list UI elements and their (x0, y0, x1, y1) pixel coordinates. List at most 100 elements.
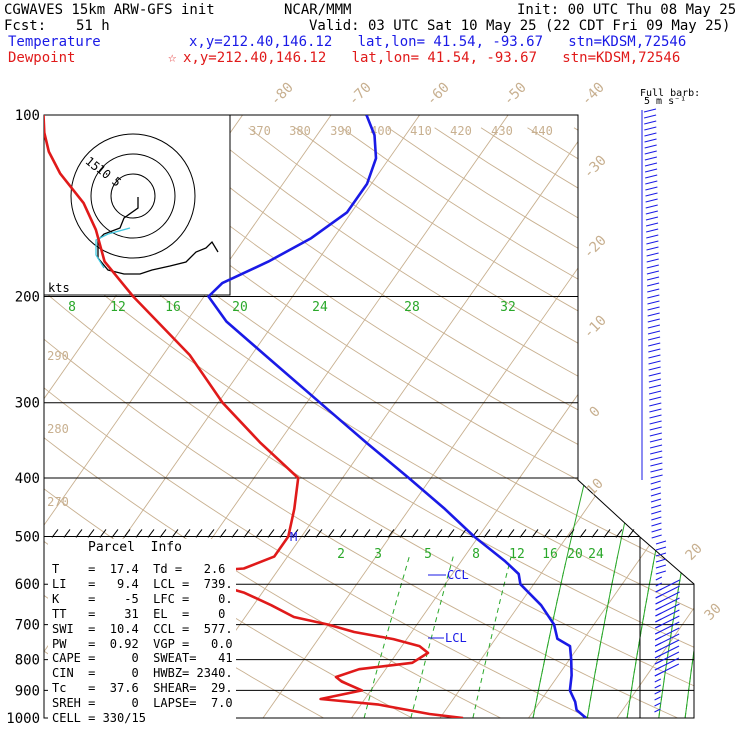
wind-barb (648, 384, 662, 389)
level-hatch (579, 529, 587, 538)
level-hatch (363, 529, 371, 538)
isotherm-line (44, 115, 332, 718)
pressure-tick-label: 700 (15, 618, 40, 634)
level-hatch (435, 529, 443, 538)
temperature-legend: Temperature (8, 34, 101, 50)
wind-barb (655, 564, 667, 569)
parcel-info-table: T = 17.4 Td = 2.6 LI = 9.4 LCL = 739. K = … (52, 562, 233, 726)
mixing-ratio-label: 24 (312, 300, 328, 315)
pressure-tick-label: 500 (15, 529, 40, 545)
mixing-ratio-label: 8 (68, 300, 76, 315)
mixing-ratio-line (728, 297, 740, 719)
wind-barb (646, 270, 660, 275)
level-hatch (459, 529, 467, 538)
wind-barb (650, 468, 663, 473)
isotherm-label: -70 (346, 80, 375, 109)
wind-barb (651, 522, 662, 527)
level-hatch (87, 529, 95, 538)
parcel-info-row: LI = 9.4 LCL = 739. (52, 576, 233, 591)
wind-barb (645, 174, 658, 179)
wind-barb (655, 621, 680, 635)
level-hatch (135, 529, 143, 538)
pressure-tick-label: 400 (15, 471, 40, 487)
wind-barb (645, 204, 658, 209)
mixing-ratio-line (658, 296, 694, 718)
parcel-info-row: SREH = 0 LAPSE= 7.0 (52, 696, 233, 711)
theta-label: 270 (47, 495, 69, 509)
wind-barb (647, 300, 660, 305)
wind-barb (654, 708, 661, 713)
fcst-label: Fcst: (4, 18, 47, 34)
parcel-info-row: TT = 31 EL = 0 (52, 606, 226, 621)
wind-barb (646, 264, 659, 269)
wind-barb (655, 576, 663, 581)
isotherm-line (262, 115, 686, 718)
wind-barb (647, 288, 660, 293)
mixing-ratio-dashed-line (472, 556, 512, 718)
dry-adiabat-line (294, 127, 694, 718)
level-hatch (171, 529, 179, 538)
wind-barb (647, 312, 660, 317)
wind-barb (650, 450, 663, 455)
level-hatch (591, 529, 599, 538)
wind-barb (644, 120, 657, 125)
wind-barb (646, 234, 659, 239)
temperature-profile (207, 115, 587, 718)
wind-barb (655, 579, 680, 593)
hodograph-trace (97, 197, 219, 275)
wind-barb (644, 126, 657, 131)
wind-barb (643, 108, 657, 113)
wind-barb (644, 156, 657, 161)
level-hatch (231, 529, 239, 538)
wind-barb (654, 696, 661, 701)
mixing-ratio-dashed-line (410, 556, 454, 718)
theta-label: 420 (450, 124, 472, 138)
theta-label: 380 (289, 124, 311, 138)
wind-barb (648, 354, 661, 359)
valid-time: Valid: 03 UTC Sat 10 May 25 (22 CDT Fri … (309, 18, 731, 34)
isotherm-line (174, 115, 597, 718)
theta-label: 370 (249, 124, 271, 138)
wind-barb (644, 144, 657, 149)
wind-barb (649, 420, 662, 425)
freezing-level-marker: M (290, 530, 297, 544)
wind-barb (647, 324, 661, 329)
temperature-station-info: x,y=212.40,146.12 lat,lon= 41.54, -93.67… (189, 34, 687, 50)
theta-label: 430 (491, 124, 513, 138)
mixing-ratio-dashed-line (532, 556, 568, 718)
parcel-info-row: CAPE = 0 SWEAT= 41 (52, 651, 233, 666)
mixing-ratio-label: 8 (472, 547, 480, 562)
wind-barb (647, 330, 661, 335)
theta-label: 410 (410, 124, 432, 138)
wind-barb (655, 552, 667, 557)
wind-barb (654, 627, 680, 641)
wind-barb (645, 198, 658, 203)
wind-barb (654, 690, 661, 695)
theta-label: 290 (47, 349, 69, 363)
level-hatch (495, 529, 503, 538)
mixing-ratio-label: 12 (110, 300, 126, 315)
parcel-info-row: Tc = 37.6 SHEAR= 29. (52, 681, 233, 696)
level-hatch (519, 529, 527, 538)
wind-barb (651, 516, 662, 521)
level-hatch (183, 529, 191, 538)
mixing-ratio-label: 24 (588, 547, 604, 562)
parcel-info-title: Parcel Info (88, 540, 182, 555)
wind-barb (655, 603, 680, 617)
level-hatch (603, 529, 611, 538)
center-label: NCAR/MMM (284, 2, 352, 18)
wind-barb (650, 492, 662, 497)
wind-barb (644, 132, 657, 137)
mixing-ratio-label: 16 (542, 547, 558, 562)
wind-barb (651, 534, 662, 539)
wind-barb (650, 486, 661, 491)
level-hatch (627, 529, 635, 538)
level-hatch (447, 529, 455, 538)
level-hatch (303, 529, 311, 538)
level-hatch (123, 529, 131, 538)
wind-barb (644, 150, 657, 155)
wind-barb (655, 609, 680, 623)
level-hatch (375, 529, 383, 538)
mixing-ratio-label: 20 (232, 300, 248, 315)
parcel-info-row: PW = 0.92 VGP = 0.0 (52, 636, 233, 651)
